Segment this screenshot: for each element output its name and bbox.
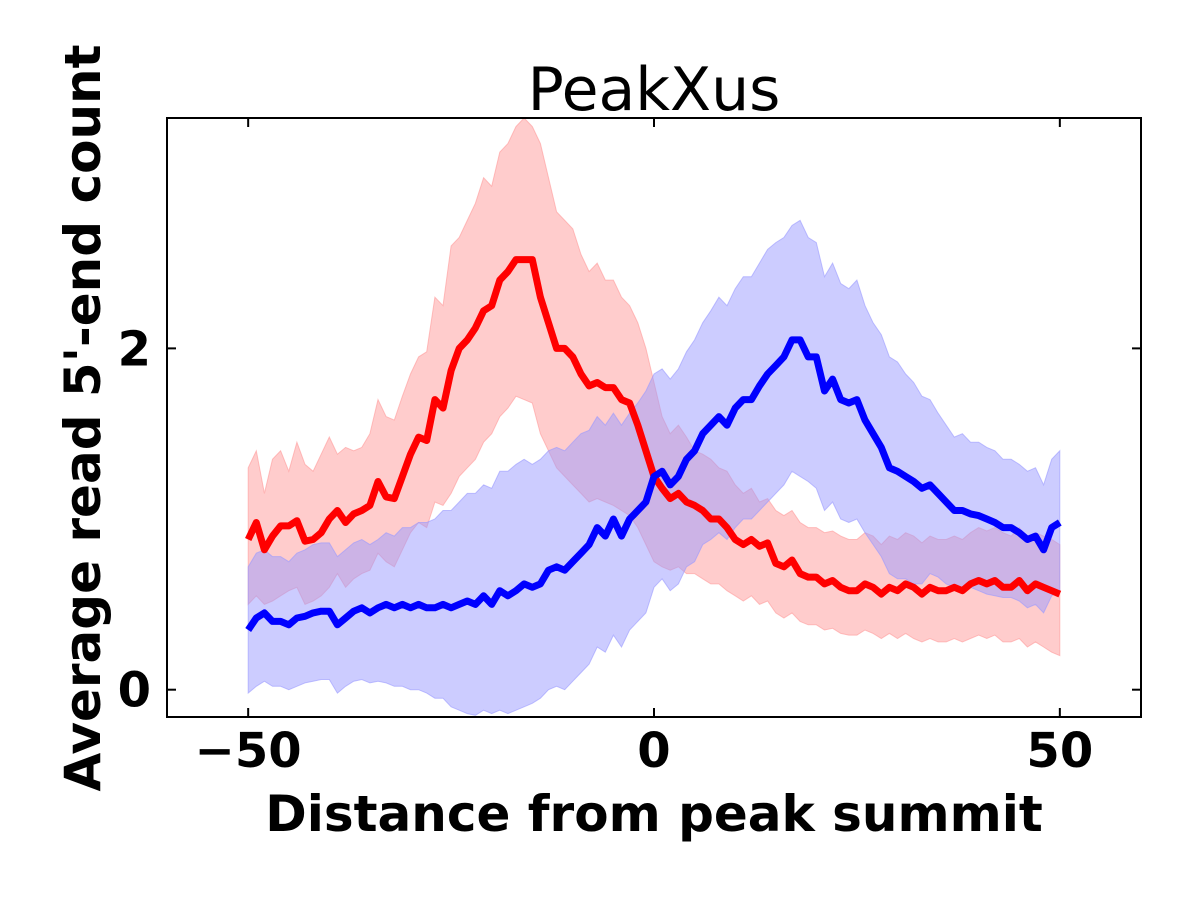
series-line-2	[245, 336, 1062, 632]
axis-ticks: −50 0 50 0 2	[118, 118, 1141, 779]
x-axis-label: Distance from peak summit	[265, 785, 1043, 843]
y-axis-label: Average read 5'-end count	[54, 44, 112, 791]
chart-title: PeakXus	[528, 55, 781, 125]
y-tick-label: 2	[118, 321, 151, 377]
x-tick-label: 50	[1026, 723, 1093, 779]
y-tick-label: 0	[118, 663, 151, 719]
x-tick-label: −50	[195, 723, 302, 779]
plot-area	[245, 118, 1062, 716]
x-tick-label: 0	[637, 723, 670, 779]
